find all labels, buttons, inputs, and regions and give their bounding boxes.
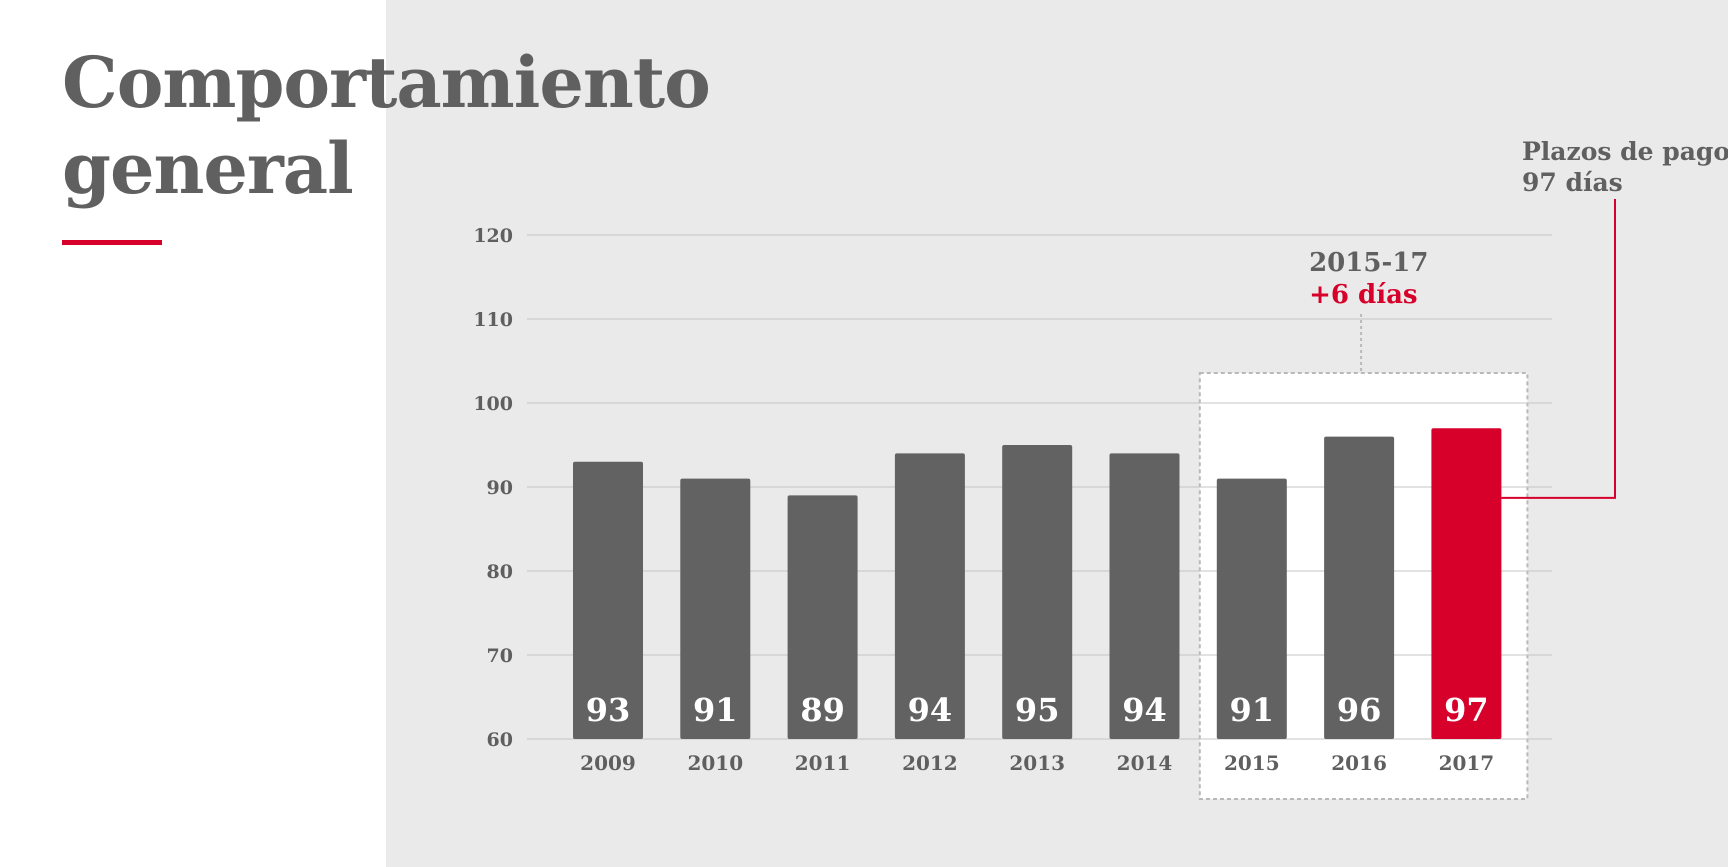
x-tick-label: 2013 <box>1009 751 1065 775</box>
bar-value-label: 94 <box>1122 691 1167 729</box>
callout-title: Plazos de pago <box>1522 137 1728 166</box>
bar <box>894 453 965 739</box>
x-tick-label: 2014 <box>1117 751 1173 775</box>
x-tick-label: 2011 <box>795 751 851 775</box>
bar-value-label: 94 <box>908 691 953 729</box>
title-accent-rule <box>62 240 162 245</box>
y-tick-label: 60 <box>487 729 513 751</box>
range-annotation-change: +6 días <box>1309 280 1417 310</box>
callout-value: 97 días <box>1522 168 1623 197</box>
bar <box>1002 445 1073 739</box>
bar-value-label: 95 <box>1015 691 1060 729</box>
bar-value-label: 91 <box>693 691 738 729</box>
range-annotation-period: 2015-17 <box>1309 248 1428 278</box>
y-tick-label: 120 <box>473 225 513 247</box>
bar <box>1431 428 1502 739</box>
y-tick-label: 70 <box>487 645 513 667</box>
x-tick-label: 2016 <box>1331 751 1387 775</box>
callout-connector-line <box>1501 199 1616 499</box>
x-tick-label: 2017 <box>1439 751 1495 775</box>
bar-value-label: 93 <box>586 691 631 729</box>
y-tick-label: 90 <box>487 477 513 499</box>
x-tick-label: 2012 <box>902 751 958 775</box>
y-tick-label: 110 <box>473 309 513 331</box>
page-title: Comportamiento general <box>62 40 711 212</box>
page-title-line-2: general <box>62 127 354 210</box>
y-tick-label: 100 <box>473 393 513 415</box>
x-tick-label: 2009 <box>580 751 636 775</box>
bar-value-label: 96 <box>1337 691 1382 729</box>
bar <box>1324 436 1395 739</box>
bar <box>1109 453 1180 739</box>
bar-value-label: 97 <box>1444 691 1489 729</box>
x-tick-label: 2015 <box>1224 751 1280 775</box>
bar <box>680 478 751 739</box>
x-tick-label: 2010 <box>687 751 743 775</box>
bar <box>1216 478 1287 739</box>
bar <box>787 495 858 739</box>
bar <box>573 461 643 739</box>
y-tick-label: 80 <box>487 561 513 583</box>
bar-value-label: 89 <box>800 691 845 729</box>
bar-value-label: 91 <box>1230 691 1275 729</box>
page-title-line-1: Comportamiento <box>62 41 711 124</box>
